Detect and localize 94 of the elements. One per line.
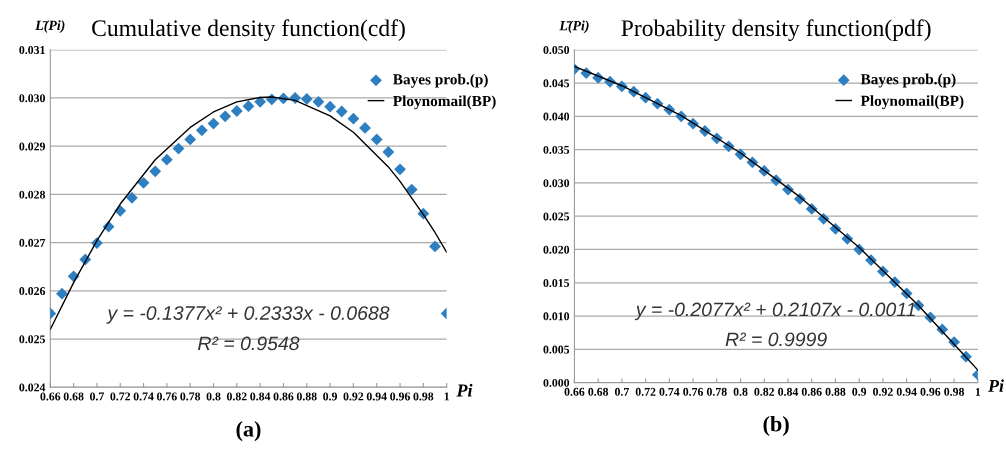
point xyxy=(312,95,325,108)
y-tick-label: 0.005 xyxy=(543,345,570,354)
y-axis-title: L̄(Pi) xyxy=(559,20,589,34)
point xyxy=(56,287,68,300)
point xyxy=(359,121,371,134)
x-tick-label: 1 xyxy=(975,387,981,396)
x-tick-label: 0.74 xyxy=(659,387,680,396)
x-tick-label: 0.96 xyxy=(390,392,411,401)
x-tick-label: 0.84 xyxy=(250,392,271,401)
x-tick-label: 0.76 xyxy=(157,392,177,401)
point xyxy=(137,176,150,189)
legend-label: Ploynomail(BP) xyxy=(393,95,496,110)
x-tick-label: 0.86 xyxy=(801,387,822,396)
point xyxy=(370,133,383,146)
x-axis-title: Pi xyxy=(456,383,473,397)
x-tick-label: 0.92 xyxy=(873,387,893,396)
x-tick-label: 0.98 xyxy=(413,392,434,401)
point xyxy=(149,165,162,178)
x-axis-title: Pi xyxy=(987,379,1004,392)
x-tick-label: 0.72 xyxy=(635,387,656,396)
legend-label: Bayes prob.(p) xyxy=(860,73,956,88)
y-tick-label: 0.030 xyxy=(543,179,570,188)
y-tick-label: 0.010 xyxy=(543,312,570,321)
y-tick-label: 0.015 xyxy=(543,279,570,288)
x-tick-label: 0.8 xyxy=(206,392,221,401)
point xyxy=(230,105,243,117)
x-tick-label: 0.96 xyxy=(920,387,941,396)
x-tick-label: 0.88 xyxy=(296,392,317,401)
point xyxy=(382,146,395,158)
x-tick-label: 0.86 xyxy=(273,392,294,401)
y-axis-title: L̄(Pi) xyxy=(35,20,65,33)
y-tick-label: 0.045 xyxy=(543,79,570,88)
text: (b) xyxy=(763,415,789,437)
x-tick-label: 0.8 xyxy=(733,387,748,396)
point xyxy=(429,240,441,253)
point xyxy=(160,153,173,166)
y-tick-label: 0.028 xyxy=(19,190,46,199)
y-tick-label: 0.025 xyxy=(19,335,46,344)
y-tick-label: 0.050 xyxy=(543,46,570,55)
y-tick-label: 0.031 xyxy=(19,46,45,55)
y-tick-label: 0.024 xyxy=(19,383,46,392)
x-tick-label: 1 xyxy=(444,392,449,401)
x-tick-label: 0.94 xyxy=(896,387,917,396)
point xyxy=(300,93,313,105)
point xyxy=(195,124,208,137)
x-tick-label: 0.9 xyxy=(852,387,867,396)
x-tick-label: 0.94 xyxy=(366,392,387,401)
annotation: y = -0.2077x² + 0.2107x - 0.0011 xyxy=(634,302,915,321)
point xyxy=(126,191,138,204)
x-tick-label: 0.92 xyxy=(343,392,364,401)
x-tick-label: 0.66 xyxy=(40,392,61,401)
point xyxy=(324,100,336,113)
point xyxy=(335,105,348,118)
y-tick-label: 0.027 xyxy=(19,238,46,247)
point xyxy=(347,112,360,125)
x-tick-label: 0.7 xyxy=(614,387,629,396)
y-tick-label: 0.000 xyxy=(543,378,570,387)
x-tick-label: 0.74 xyxy=(133,392,154,401)
y-tick-label: 0.040 xyxy=(543,112,570,121)
x-tick-label: 0.7 xyxy=(90,392,105,401)
chart-title: Probability density function(pdf) xyxy=(621,19,931,41)
y-tick-label: 0.026 xyxy=(19,287,46,296)
point xyxy=(172,142,185,155)
point xyxy=(254,95,267,108)
y-tick-label: 0.029 xyxy=(19,142,46,151)
x-tick-label: 0.68 xyxy=(63,392,84,401)
x-tick-label: 0.82 xyxy=(226,392,247,401)
point xyxy=(242,100,255,113)
x-tick-label: 0.9 xyxy=(323,392,338,401)
y-tick-label: 0.035 xyxy=(543,145,570,154)
x-tick-label: 0.84 xyxy=(778,387,799,396)
x-tick-label: 0.78 xyxy=(180,392,201,401)
legend-label: Bayes prob.(p) xyxy=(393,73,488,88)
point xyxy=(184,133,197,146)
annotation: R² = 0.9999 xyxy=(725,332,827,347)
x-tick-label: 0.66 xyxy=(564,387,585,396)
legend-label: Ploynomail(BP) xyxy=(860,95,964,110)
x-tick-label: 0.76 xyxy=(683,387,704,396)
x-tick-label: 0.72 xyxy=(110,392,131,401)
chart-title: Cumulative density function(cdf) xyxy=(92,19,405,41)
x-tick-label: 0.68 xyxy=(588,387,609,396)
x-tick-label: 0.78 xyxy=(706,387,727,396)
x-tick-label: 0.88 xyxy=(825,387,846,396)
annotation: R² = 0.9548 xyxy=(198,336,300,351)
point xyxy=(219,110,232,123)
x-tick-label: 0.98 xyxy=(944,387,965,396)
y-tick-label: 0.030 xyxy=(19,94,45,103)
point xyxy=(405,183,418,196)
point xyxy=(394,163,406,176)
y-tick-label: 0.020 xyxy=(543,245,570,254)
y-tick-label: 0.025 xyxy=(543,212,570,221)
x-tick-label: 0.82 xyxy=(754,387,775,396)
text: (a) xyxy=(236,420,261,442)
annotation: y = -0.1377x² + 0.2333x - 0.0688 xyxy=(106,306,390,324)
